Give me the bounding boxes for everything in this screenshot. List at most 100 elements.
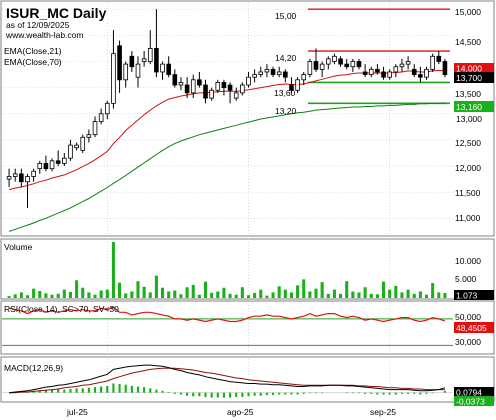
badge-last-price-text: 13,700 xyxy=(456,73,482,83)
price-tick-14000: 14,000 xyxy=(456,64,482,74)
candle-body xyxy=(295,79,300,91)
candle-body xyxy=(344,63,350,68)
candle-body xyxy=(166,63,171,75)
candle-body xyxy=(362,71,368,75)
candle-body xyxy=(68,144,73,159)
candle-body xyxy=(203,84,208,99)
volume-bar xyxy=(99,290,103,298)
volume-bar xyxy=(271,292,275,298)
legend-ema21: EMA(Close,21) xyxy=(4,46,62,56)
volume-bar xyxy=(375,294,379,298)
badge-last-price xyxy=(454,72,494,83)
price-tick-11500: 11,500 xyxy=(455,188,481,198)
badge-ema70-text: 13,160 xyxy=(456,102,482,112)
candle-body xyxy=(283,71,288,78)
volume-bar xyxy=(277,286,281,298)
volume-bar xyxy=(222,287,226,298)
volume-badge xyxy=(454,290,494,300)
volume-bar xyxy=(142,286,146,298)
price-tick-13500: 13,500 xyxy=(455,89,481,99)
volume-bar xyxy=(431,283,435,298)
candle-body xyxy=(338,58,343,65)
rsi-tick-50: 50,000 xyxy=(455,312,481,322)
volume-bar xyxy=(259,289,263,298)
x-label-sep: sep-25 xyxy=(370,407,396,417)
volume-bar xyxy=(50,294,54,298)
volume-bar xyxy=(93,294,97,298)
candle-body xyxy=(246,76,251,86)
volume-tick-10000: 10.000 xyxy=(455,256,481,266)
volume-bar xyxy=(246,295,251,298)
volume-bar xyxy=(216,291,220,298)
price-tick-14500: 14,500 xyxy=(455,37,481,47)
volume-bar xyxy=(320,282,324,298)
candle-body xyxy=(135,63,141,78)
volume-bar xyxy=(191,284,195,298)
candle-body xyxy=(393,66,399,73)
volume-bar xyxy=(136,281,140,298)
volume-bar xyxy=(44,293,48,298)
price-tick-13000: 13,000 xyxy=(456,114,482,124)
candle-body xyxy=(43,163,49,170)
volume-bar xyxy=(339,293,343,298)
candle-body xyxy=(332,55,337,62)
candle-body xyxy=(197,79,202,86)
volume-bar xyxy=(418,291,422,298)
candle-body xyxy=(209,89,214,99)
candle-body xyxy=(368,68,374,75)
volume-bar xyxy=(7,296,11,298)
volume-bar xyxy=(240,287,244,298)
candle-body xyxy=(240,84,245,94)
candle-body xyxy=(25,176,30,183)
candle-body xyxy=(276,71,282,75)
badge-ema70 xyxy=(454,101,494,112)
candle-body xyxy=(104,102,110,115)
candle-body xyxy=(98,113,104,123)
price-tick-12000: 12,000 xyxy=(455,163,481,173)
candle-body xyxy=(19,173,24,183)
volume-bar xyxy=(308,291,312,298)
candle-body xyxy=(233,92,239,99)
rsi-series xyxy=(2,306,453,346)
macd-badge-text: 0,0794 xyxy=(456,388,482,398)
volume-bar xyxy=(32,288,36,298)
volume-bar xyxy=(105,289,109,298)
volume-bar xyxy=(19,292,23,298)
candle-body xyxy=(350,61,356,68)
candle-body xyxy=(147,48,153,62)
volume-bar xyxy=(253,292,257,298)
macd-label: MACD(12,26,9) xyxy=(4,363,63,373)
candle-body xyxy=(62,157,67,164)
candle-body xyxy=(86,134,92,138)
volume-bar xyxy=(382,281,386,298)
chart-date: as of 12/09/2025 xyxy=(6,20,70,30)
legend-ema70: EMA(Close,70) xyxy=(4,57,62,67)
candle-body xyxy=(399,63,405,68)
candle-body xyxy=(111,53,116,104)
macd-badge xyxy=(454,387,494,397)
volume-bar xyxy=(424,294,429,298)
volume-bar xyxy=(154,275,158,298)
volume-bar xyxy=(443,292,447,298)
candle-body xyxy=(154,48,159,73)
price-tick-15000: 15,000 xyxy=(455,7,481,17)
chart-title: ISUR_MC Daily xyxy=(6,5,107,21)
chart-website: www.wealth-lab.com xyxy=(5,30,83,40)
candle-body xyxy=(55,160,61,164)
macd-signal-line xyxy=(9,367,445,394)
level-label-15: 15,00 xyxy=(275,11,297,21)
candle-body xyxy=(411,68,417,75)
volume-bar xyxy=(289,292,293,298)
volume-bar xyxy=(118,282,122,298)
volume-series xyxy=(7,242,447,298)
volume-bar xyxy=(25,295,30,298)
volume-panel-frame xyxy=(0,238,495,300)
volume-bar xyxy=(234,294,238,298)
candle-body xyxy=(172,74,178,86)
volume-bar xyxy=(296,285,300,298)
rsi-label: RSI(Close,14), SC>70, SV<30 xyxy=(4,304,119,314)
rsi-tick-30: 30,000 xyxy=(455,337,481,347)
volume-bar xyxy=(400,292,404,298)
candle-body xyxy=(301,74,307,81)
